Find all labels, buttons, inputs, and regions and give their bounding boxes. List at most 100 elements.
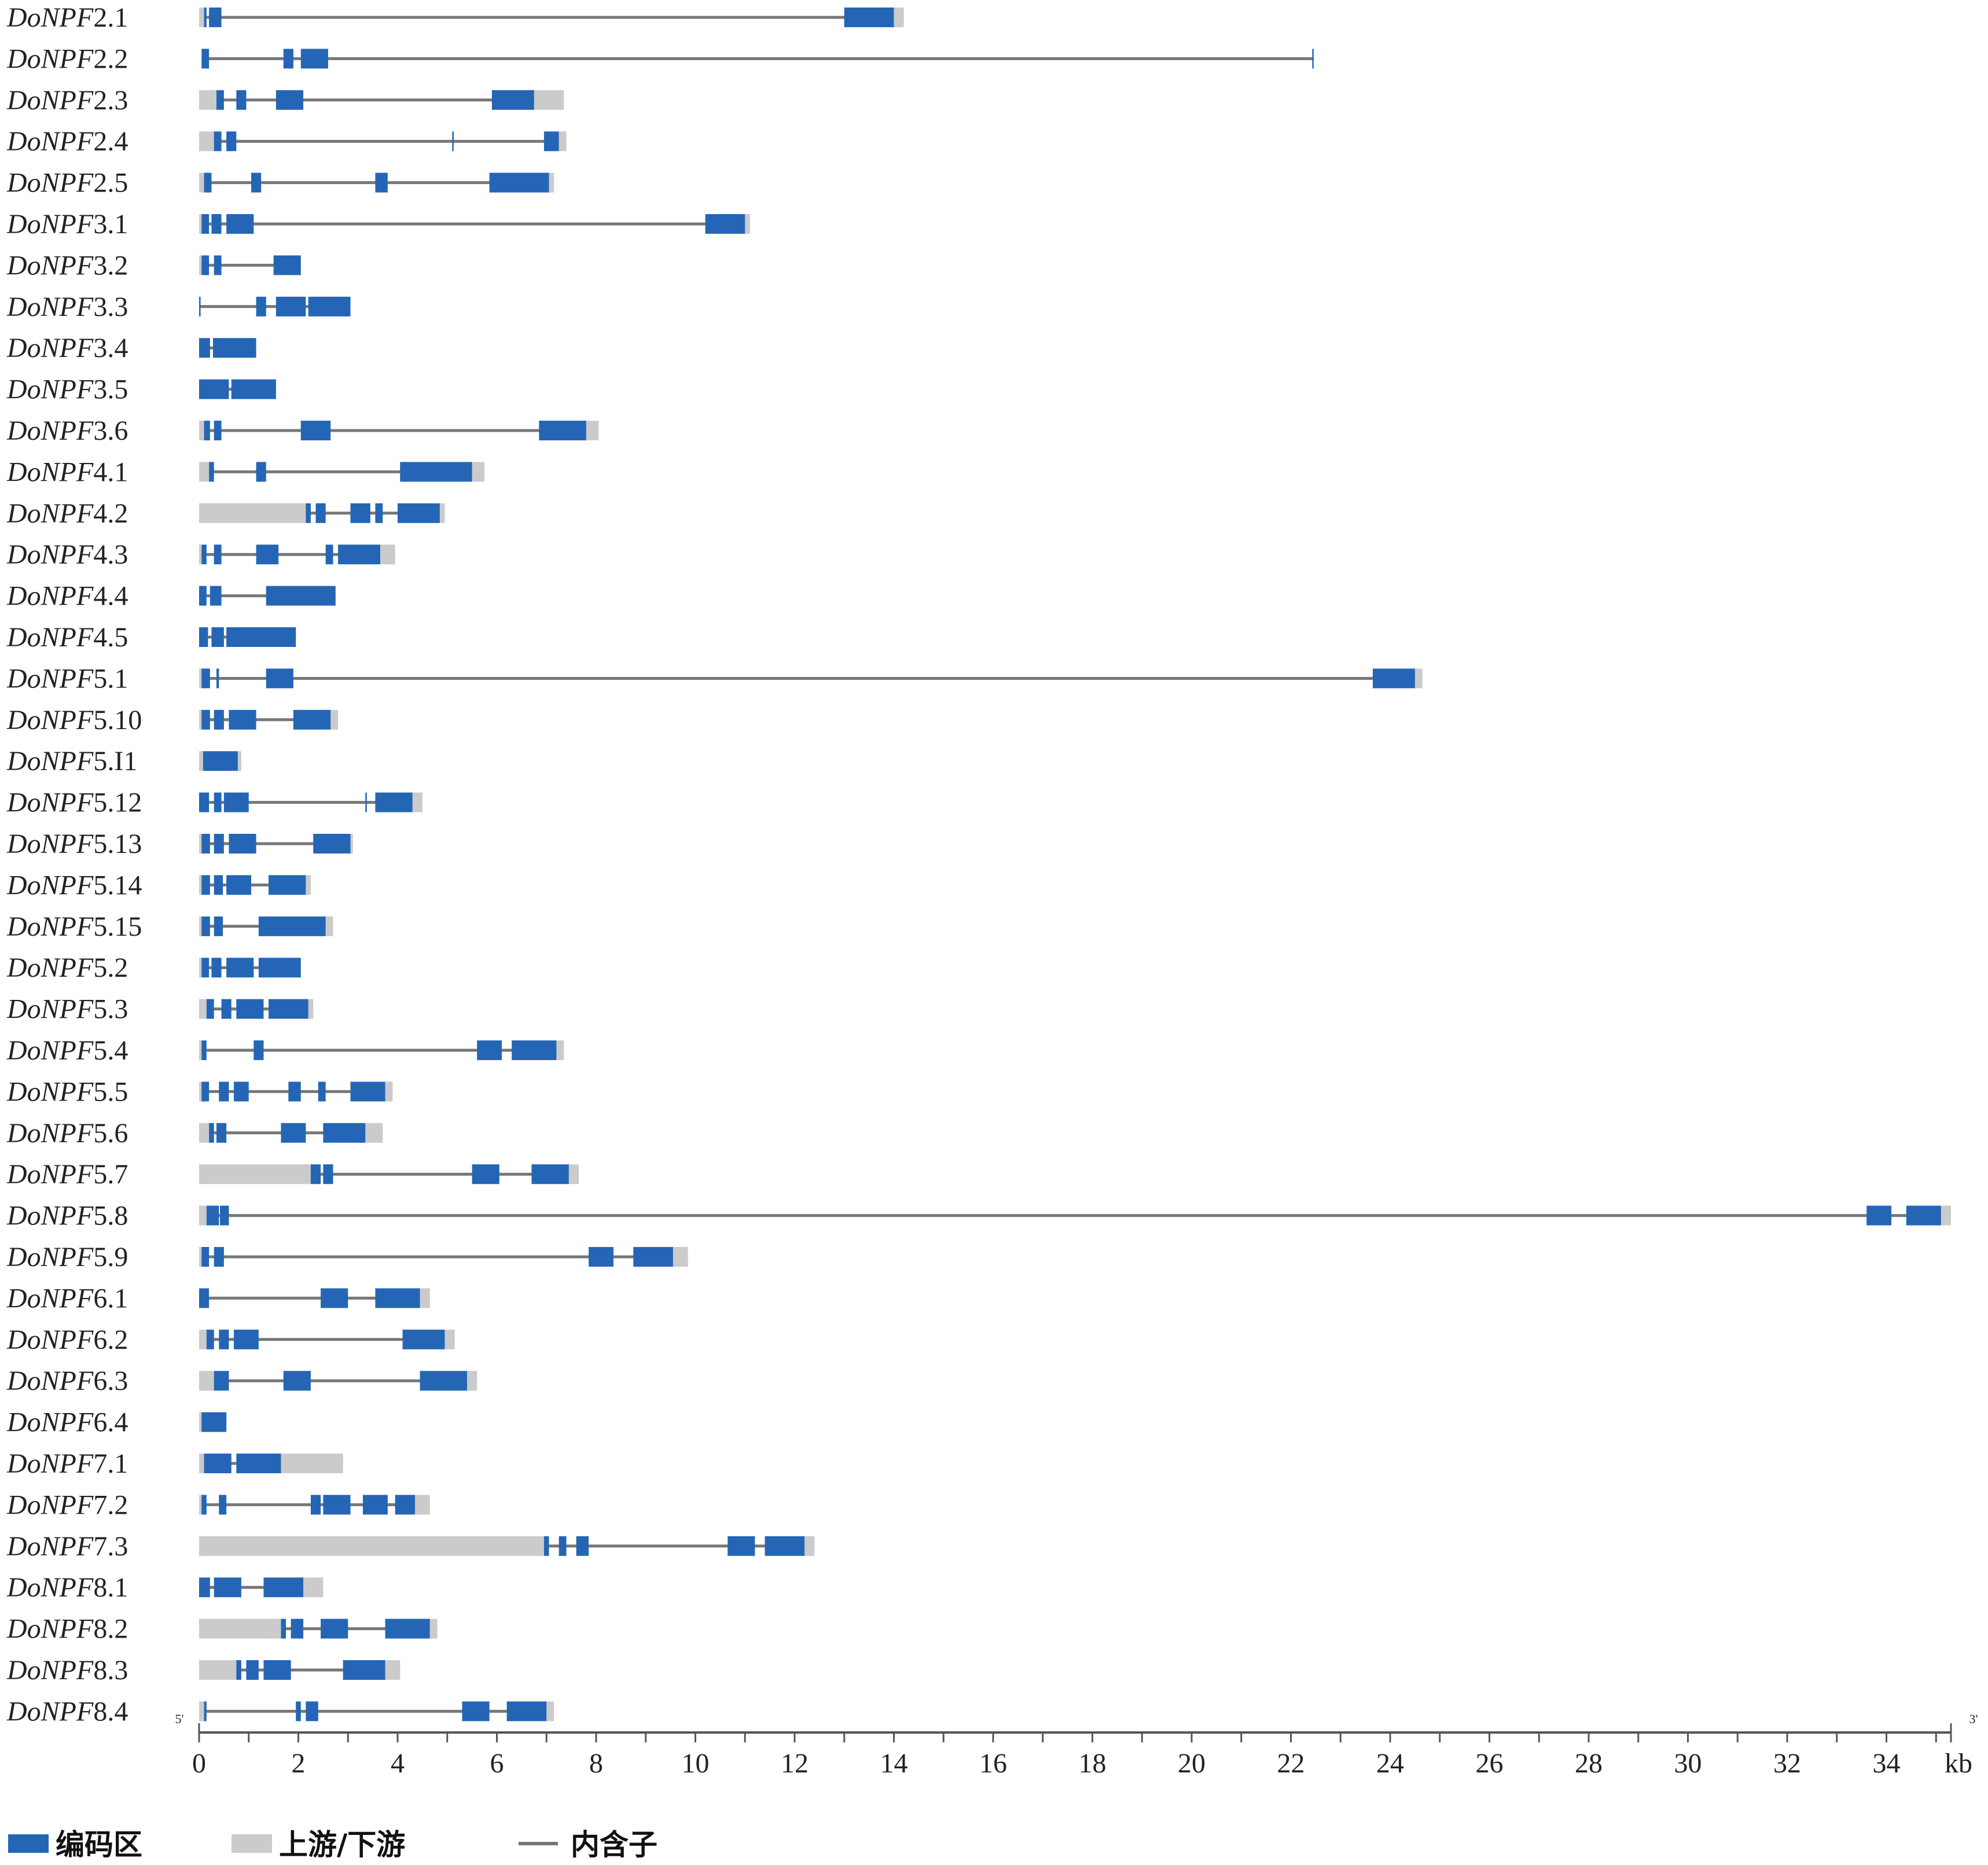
cds-segment xyxy=(402,1329,445,1349)
gene-label: DoNPF5.7 xyxy=(6,1159,128,1190)
gene-prefix: DoNPF xyxy=(6,952,94,983)
axis-unit-label: kb xyxy=(1945,1748,1972,1779)
gene-label: DoNPF5.15 xyxy=(6,911,142,942)
cds-segment xyxy=(223,792,249,812)
utr-segment xyxy=(199,834,202,854)
gene-label: DoNPF6.2 xyxy=(6,1325,128,1355)
tick-label: 34 xyxy=(1873,1748,1901,1779)
cds-segment xyxy=(705,214,745,234)
gene-row: DoNPF5.6 xyxy=(6,1118,383,1149)
gene-number: 4.1 xyxy=(93,457,128,487)
cds-segment xyxy=(275,90,304,110)
gene-number: 5.2 xyxy=(93,952,128,983)
cds-segment xyxy=(375,1288,420,1308)
utr-segment xyxy=(894,8,904,27)
cds-segment xyxy=(296,1701,301,1721)
cds-segment xyxy=(226,627,296,647)
cds-segment xyxy=(293,709,331,730)
gene-number: 8.1 xyxy=(93,1572,128,1603)
gene-row: DoNPF6.4 xyxy=(6,1407,227,1438)
utr-segment xyxy=(444,1329,455,1349)
gene-prefix: DoNPF xyxy=(6,870,94,900)
gene-prefix: DoNPF xyxy=(6,250,94,281)
cds-segment xyxy=(306,1701,318,1721)
gene-prefix: DoNPF xyxy=(6,85,94,116)
cds-segment xyxy=(201,214,210,234)
utr-segment xyxy=(199,1701,204,1721)
cds-segment xyxy=(727,1536,755,1556)
gene-row: DoNPF3.2 xyxy=(6,250,301,281)
gene-prefix: DoNPF xyxy=(6,1035,94,1066)
gene-number: 3.6 xyxy=(93,415,128,446)
utr-segment xyxy=(199,709,202,730)
cds-segment xyxy=(236,999,264,1019)
gene-label: DoNPF6.3 xyxy=(6,1366,128,1396)
gene-label: DoNPF5.14 xyxy=(6,870,142,900)
gene-label: DoNPF7.1 xyxy=(6,1448,128,1479)
gene-row: DoNPF5.13 xyxy=(6,829,353,859)
cds-segment xyxy=(323,1495,351,1515)
utr-segment xyxy=(199,1536,544,1556)
cds-segment xyxy=(283,1371,311,1391)
cds-segment xyxy=(209,1123,214,1143)
gene-label: DoNPF2.1 xyxy=(6,2,128,33)
gene-number: 8.4 xyxy=(93,1696,128,1727)
cds-segment xyxy=(209,8,222,27)
gene-number: 3.5 xyxy=(93,374,128,405)
cds-segment xyxy=(269,999,308,1019)
gene-row: DoNPF8.4 xyxy=(6,1696,554,1727)
gene-number: 4.3 xyxy=(93,539,128,570)
utr-segment xyxy=(429,1618,438,1639)
gene-prefix: DoNPF xyxy=(6,1655,94,1686)
tick-label: 4 xyxy=(391,1748,405,1779)
cds-segment xyxy=(477,1040,502,1060)
gene-prefix: DoNPF xyxy=(6,374,94,405)
utr-segment xyxy=(199,421,204,440)
gene-label: DoNPF7.2 xyxy=(6,1489,128,1520)
gene-label: DoNPF5.8 xyxy=(6,1201,128,1231)
gene-label: DoNPF6.1 xyxy=(6,1283,128,1314)
gene-number: 4.2 xyxy=(93,498,128,529)
gene-rows: DoNPF2.1DoNPF2.2DoNPF2.3DoNPF2.4DoNPF2.5… xyxy=(6,2,1951,1727)
cds-segment xyxy=(201,834,210,854)
cds-segment xyxy=(489,172,549,193)
cds-segment xyxy=(234,1329,259,1349)
cds-segment xyxy=(216,90,224,110)
cds-segment xyxy=(201,958,210,978)
gene-number: 2.3 xyxy=(93,85,128,116)
cds-segment xyxy=(201,916,210,936)
gene-prefix: DoNPF xyxy=(6,415,94,446)
gene-prefix: DoNPF xyxy=(6,1531,94,1562)
cds-segment xyxy=(216,1123,227,1143)
cds-segment xyxy=(258,916,326,936)
gene-label: DoNPF4.1 xyxy=(6,457,128,487)
cds-segment xyxy=(201,1082,210,1102)
tick-label: 22 xyxy=(1277,1748,1305,1779)
utr-segment xyxy=(199,255,202,275)
utr-segment xyxy=(199,503,306,523)
cds-segment xyxy=(395,1495,416,1515)
cds-segment xyxy=(539,421,586,440)
cds-segment xyxy=(204,172,212,193)
gene-row: DoNPF3.1 xyxy=(6,209,750,240)
gene-label: DoNPF3.6 xyxy=(6,415,128,446)
cds-segment xyxy=(214,1247,224,1267)
gene-row: DoNPF8.3 xyxy=(6,1655,400,1686)
utr-segment xyxy=(199,1660,237,1680)
gene-number: 8.2 xyxy=(93,1614,128,1645)
cds-segment xyxy=(214,1577,241,1598)
cds-segment xyxy=(400,462,472,482)
cds-segment xyxy=(350,1082,385,1102)
cds-segment xyxy=(236,1454,281,1473)
gene-label: DoNPF8.2 xyxy=(6,1614,128,1645)
gene-label: DoNPF4.3 xyxy=(6,539,128,570)
gene-number: 6.2 xyxy=(93,1325,128,1355)
utr-segment xyxy=(281,1454,343,1473)
gene-number: 5.5 xyxy=(93,1076,128,1107)
cds-segment xyxy=(204,1454,231,1473)
cds-segment xyxy=(206,999,214,1019)
gene-prefix: DoNPF xyxy=(6,1076,94,1107)
gene-number: 5.4 xyxy=(93,1035,128,1066)
gene-prefix: DoNPF xyxy=(6,1407,94,1438)
gene-row: DoNPF8.1 xyxy=(6,1572,324,1603)
